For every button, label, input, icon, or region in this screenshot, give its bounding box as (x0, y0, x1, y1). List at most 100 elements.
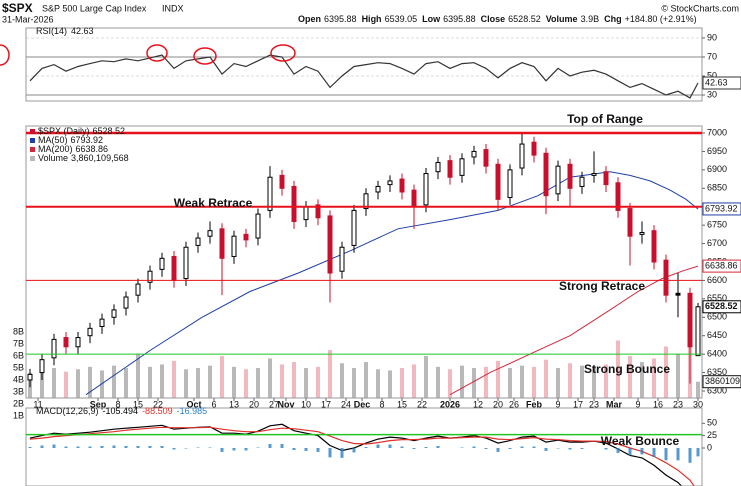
x-tick-label: 17 (321, 399, 331, 409)
y2-tick-label: 8B (13, 326, 24, 336)
histogram-bar (532, 446, 536, 448)
volume-bar (88, 366, 92, 398)
legend-swatch (30, 129, 35, 134)
candle-body (183, 246, 189, 280)
quote-label: Open (298, 14, 321, 24)
x-tick-label: 20 (249, 399, 259, 409)
candle-body (531, 141, 537, 156)
volume-bar (460, 365, 464, 398)
legend-entry: $SPX (Daily) 6528.52 (38, 126, 125, 136)
candle-body (687, 292, 693, 348)
quote-label: Close (481, 14, 506, 24)
panel-frame (25, 27, 703, 102)
volume-bar (340, 363, 344, 398)
circle (270, 44, 296, 62)
volume-bar (696, 381, 700, 398)
value-box-label: 6793.92 (705, 203, 738, 213)
candle-body (267, 176, 273, 211)
volume-bar (388, 370, 392, 398)
y-tick-label: 30 (707, 89, 717, 99)
histogram-bar (160, 446, 164, 448)
x-tick-label: Feb (526, 399, 543, 409)
volume-bar (568, 363, 572, 398)
candle-body (447, 160, 453, 178)
y-tick-label: 6500 (707, 312, 727, 322)
histogram-bar (112, 445, 116, 448)
volume-bar (316, 366, 320, 398)
volume-bar (472, 368, 476, 398)
histogram-bar (696, 447, 700, 457)
candle-body (507, 169, 513, 199)
volume-bar (592, 366, 596, 398)
histogram-bar (412, 447, 416, 449)
volume-bar (400, 368, 404, 398)
y-tick-label: 6550 (707, 293, 727, 303)
candle-body (627, 208, 633, 237)
volume-bar (484, 366, 488, 398)
quote: Open 6395.88 High 6539.05 Low 6395.88 Close 652… (298, 14, 697, 24)
candle-body (123, 296, 129, 309)
histogram-bar (172, 447, 176, 450)
volume-bar (508, 368, 512, 398)
candle-body (327, 215, 333, 274)
candle-body (303, 206, 309, 221)
candle-body (695, 306, 701, 357)
legend-value: 6528.52 (93, 126, 126, 136)
histogram-bar (664, 447, 668, 461)
candle-body (207, 230, 213, 237)
volume-bar (520, 365, 524, 398)
quote-value: 3.9B (581, 14, 600, 24)
histogram-bar (520, 446, 524, 448)
histogram-bar (628, 447, 632, 456)
histogram-bar (652, 447, 656, 457)
x-tick-label: 2026 (440, 399, 460, 409)
candle-body (519, 143, 525, 169)
volume-bar (664, 346, 668, 398)
volume-bar (304, 368, 308, 398)
value-box-label: 3860109 (705, 376, 740, 386)
candle-body (423, 173, 429, 206)
candle-body (483, 149, 489, 167)
candle-body (579, 176, 585, 187)
histogram-bar (364, 447, 368, 448)
candle-body (363, 193, 369, 210)
candle-body (555, 165, 561, 195)
x-tick-label: 20 (493, 399, 503, 409)
histogram-bar (568, 447, 572, 450)
candle-body (375, 185, 381, 193)
volume-bar (256, 368, 260, 398)
y-tick-label: 90 (707, 32, 717, 42)
legend-value: 6793.92 (71, 135, 104, 145)
legend-swatch (30, 138, 35, 143)
candle-body (63, 337, 69, 348)
volume-bar (556, 368, 560, 398)
histogram-bar (268, 444, 272, 448)
candle-body (615, 182, 621, 211)
y-tick-label: 6400 (707, 349, 727, 359)
candle-body (339, 246, 345, 272)
volume-bar (220, 356, 224, 398)
histogram-bar (472, 446, 476, 448)
value-box-label: 42.63 (705, 77, 728, 87)
volume-bar (196, 368, 200, 398)
histogram-bar (88, 446, 92, 448)
histogram-bar (484, 447, 488, 449)
histogram-bar (544, 447, 548, 451)
x-tick-label: 13 (229, 399, 239, 409)
panel-frame (25, 407, 703, 486)
price-plot (27, 133, 701, 398)
histogram-bar (688, 447, 692, 463)
histogram-bar (280, 444, 284, 448)
histogram-bar (580, 447, 584, 449)
histogram-bar (388, 444, 392, 448)
candle-body (75, 337, 81, 348)
y-tick-label: 6300 (707, 385, 727, 395)
quote-label: Volume (546, 14, 578, 24)
rsi-plot (26, 37, 702, 99)
histogram-bar (496, 447, 500, 452)
y-tick-label: 50 (707, 70, 717, 80)
x-tick-label: 11 (33, 399, 42, 409)
x-tick-label: 23 (589, 399, 599, 409)
